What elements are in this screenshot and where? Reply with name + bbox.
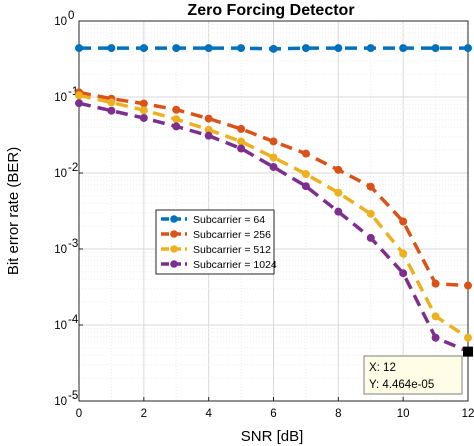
y-tick-label: 10	[54, 320, 67, 332]
data-tip-x-text: X: 12	[369, 362, 396, 374]
data-point	[237, 144, 246, 153]
data-point	[139, 113, 148, 122]
x-axis-label: SNR [dB]	[241, 428, 304, 445]
legend-label: Subcarrier = 1024	[193, 259, 277, 271]
data-point	[431, 333, 440, 342]
chart-title: Zero Forcing Detector	[187, 2, 354, 19]
data-point	[107, 106, 116, 115]
x-tick-label: 8	[335, 408, 341, 420]
data-point	[301, 44, 310, 53]
data-point	[139, 99, 148, 108]
data-point	[269, 44, 278, 53]
data-point	[269, 162, 278, 171]
x-tick-label: 6	[270, 408, 276, 420]
data-point	[269, 153, 278, 162]
data-point	[172, 44, 181, 53]
data-tip-box	[363, 355, 463, 395]
data-point	[366, 182, 375, 191]
data-point	[334, 44, 343, 53]
series-1	[75, 44, 472, 53]
legend-label: Subcarrier = 512	[193, 244, 271, 256]
y-axis-label: Bit error rate (BER)	[5, 147, 22, 275]
data-point	[172, 115, 181, 124]
data-point	[75, 44, 83, 53]
data-point	[204, 44, 213, 53]
data-point	[464, 333, 472, 342]
x-tick-label: 2	[141, 408, 147, 420]
y-tick-exponent: -3	[68, 238, 78, 250]
data-point	[464, 44, 472, 53]
data-point	[399, 269, 408, 278]
data-point	[399, 44, 408, 53]
x-axis-ticks: 0 2 4 6 8 10 12	[76, 397, 474, 420]
data-point	[431, 44, 440, 53]
data-tip-marker	[463, 346, 473, 357]
y-tick-label: 10	[54, 244, 67, 256]
data-point	[334, 165, 343, 174]
data-point	[204, 114, 213, 123]
y-tick-exponent: -5	[68, 390, 78, 402]
data-point	[204, 131, 213, 140]
data-point	[301, 182, 310, 191]
series-3	[75, 91, 472, 342]
y-tick-label: 10	[54, 168, 67, 180]
y-tick-exponent: -2	[68, 162, 78, 174]
x-tick-label: 0	[76, 408, 82, 420]
data-point	[172, 122, 181, 131]
data-point	[75, 91, 83, 100]
data-point	[334, 207, 343, 216]
data-point	[237, 44, 246, 53]
data-point	[399, 217, 408, 226]
y-tick-label: 10	[54, 92, 67, 104]
legend-marker	[170, 245, 178, 253]
data-point	[107, 98, 116, 107]
data-point	[107, 44, 116, 53]
x-tick-label: 4	[205, 408, 212, 420]
data-point	[237, 137, 246, 146]
legend: Subcarrier = 64 Subcarrier = 256 Subcarrie…	[155, 209, 277, 275]
data-point	[269, 137, 278, 146]
data-point	[237, 124, 246, 133]
x-tick-label: 12	[462, 408, 474, 420]
legend-marker	[170, 230, 178, 238]
data-point	[301, 149, 310, 158]
data-point	[431, 279, 440, 288]
data-point	[139, 106, 148, 115]
legend-label: Subcarrier = 256	[193, 229, 271, 241]
y-tick-exponent: 0	[68, 10, 74, 22]
data-point	[366, 209, 375, 218]
data-point	[464, 281, 472, 290]
x-tick-label: 10	[397, 408, 410, 420]
legend-marker	[170, 215, 178, 223]
data-point	[334, 188, 343, 197]
data-point	[301, 170, 310, 179]
legend-marker	[170, 260, 178, 268]
y-tick-exponent: -4	[68, 314, 79, 326]
y-tick-label: 10	[54, 396, 67, 408]
data-point	[172, 105, 181, 114]
data-point	[204, 125, 213, 134]
data-tip[interactable]: X: 12 Y: 4.464e-05	[363, 346, 473, 395]
y-tick-label: 10	[54, 16, 67, 28]
data-point	[399, 249, 408, 258]
legend-label: Subcarrier = 64	[193, 214, 265, 226]
y-tick-exponent: -1	[68, 86, 78, 98]
data-tip-y-text: Y: 4.464e-05	[369, 379, 434, 391]
data-point	[366, 44, 375, 53]
data-point	[139, 44, 148, 53]
data-point	[75, 99, 83, 108]
data-point	[431, 312, 440, 321]
data-point	[366, 233, 375, 242]
